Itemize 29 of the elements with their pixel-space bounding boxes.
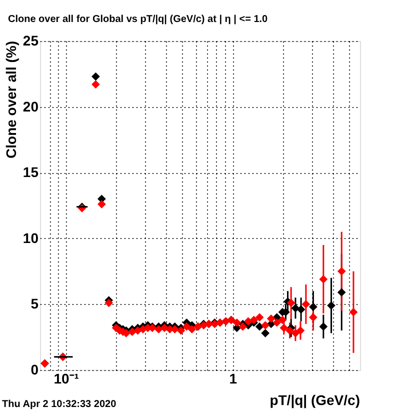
y-axis-title: Clone over all (%) xyxy=(3,41,19,158)
point xyxy=(128,328,136,336)
x-tick-label: 1 xyxy=(229,370,238,386)
text: Thu Apr 2 10:32:33 2020 xyxy=(2,399,117,410)
y-tick-label: 15 xyxy=(22,164,39,180)
point xyxy=(244,317,252,326)
chart-title: Clone over all for Global vs pT/|q| (GeV/c) at | η | <= 1.0 xyxy=(8,14,268,25)
point xyxy=(176,326,186,335)
point xyxy=(188,325,196,334)
point xyxy=(232,318,242,327)
point xyxy=(160,324,169,332)
point xyxy=(266,314,276,323)
point xyxy=(238,322,247,331)
x-axis-title: pT/|q| (GeV/c) xyxy=(270,392,360,409)
point xyxy=(272,318,282,327)
y-tick-label: 25 xyxy=(22,32,39,48)
y-tick-label: 5 xyxy=(30,296,39,312)
point xyxy=(182,322,191,331)
point xyxy=(154,325,163,334)
point xyxy=(255,313,264,322)
x-tick-label: 10⁻¹ xyxy=(54,370,80,386)
y-tick-label: 10 xyxy=(22,230,39,246)
point xyxy=(261,328,270,338)
point xyxy=(261,321,270,330)
point xyxy=(255,322,264,331)
point xyxy=(250,316,258,324)
y-tick-label: 20 xyxy=(22,98,39,114)
point xyxy=(278,316,287,324)
y-tick-label: 0 xyxy=(30,362,39,378)
